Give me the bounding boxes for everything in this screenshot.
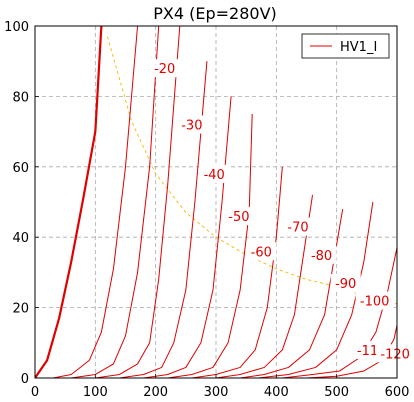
load-line-path bbox=[106, 36, 398, 305]
curve-label-bg bbox=[355, 291, 394, 310]
curve-label: -100 bbox=[360, 295, 390, 310]
x-tick-label: 100 bbox=[83, 385, 108, 400]
x-tick-label: 600 bbox=[385, 385, 410, 400]
curve-label-bg bbox=[149, 59, 180, 78]
y-tick-label: 60 bbox=[12, 161, 29, 176]
y-tick-label: 40 bbox=[12, 231, 29, 246]
grid-lines bbox=[35, 26, 397, 378]
y-tick-label: 100 bbox=[4, 20, 29, 35]
load-line bbox=[106, 36, 398, 305]
series-line-0 bbox=[35, 26, 103, 378]
x-tick-label: 300 bbox=[204, 385, 229, 400]
legend-entry: HV1_I bbox=[340, 40, 377, 55]
y-tick-label: 80 bbox=[12, 90, 29, 105]
curve-label: -20 bbox=[154, 62, 175, 77]
series-line-10 bbox=[258, 201, 374, 378]
series-line-1 bbox=[53, 26, 139, 378]
series-line-12 bbox=[306, 325, 397, 378]
curve-label: -40 bbox=[204, 168, 225, 183]
plate-curves bbox=[35, 26, 397, 378]
curve-label: -60 bbox=[251, 245, 272, 260]
series-line-5 bbox=[143, 96, 232, 378]
axis-ticks: 0 100 200 300 400 500 600 0 20 40 60 80 100 bbox=[4, 20, 409, 400]
curve-label-bg bbox=[376, 344, 414, 363]
x-tick-label: 500 bbox=[324, 385, 349, 400]
curve-label: -30 bbox=[181, 119, 202, 134]
curve-label-bg bbox=[176, 115, 207, 134]
series-line-4 bbox=[119, 61, 208, 378]
curve-label-bg bbox=[330, 273, 361, 292]
curve-label: -70 bbox=[287, 221, 308, 236]
legend: HV1_I bbox=[301, 33, 390, 59]
curve-labels: -20-30-40-50-60-70-80-90-100-110-120 bbox=[149, 59, 414, 363]
y-tick-label: 20 bbox=[12, 302, 29, 317]
legend-box bbox=[301, 33, 390, 59]
curve-label-bg bbox=[246, 242, 277, 261]
curve-label: -80 bbox=[311, 249, 332, 264]
curve-label-bg bbox=[199, 164, 230, 183]
series-line-8 bbox=[215, 194, 314, 378]
x-tick-label: 0 bbox=[31, 385, 39, 400]
chart-title: PX4 (Ep=280V) bbox=[153, 4, 277, 23]
curve-label-bg bbox=[283, 217, 314, 236]
series-line-3 bbox=[95, 26, 181, 378]
curve-label: -90 bbox=[335, 277, 356, 292]
curve-label-bg bbox=[306, 245, 337, 264]
y-tick-label: 0 bbox=[21, 372, 29, 387]
curve-label-bg bbox=[223, 207, 254, 226]
curve-label: -50 bbox=[228, 210, 249, 225]
x-tick-label: 200 bbox=[143, 385, 168, 400]
curve-label: -120 bbox=[380, 347, 410, 362]
x-tick-label: 400 bbox=[264, 385, 289, 400]
